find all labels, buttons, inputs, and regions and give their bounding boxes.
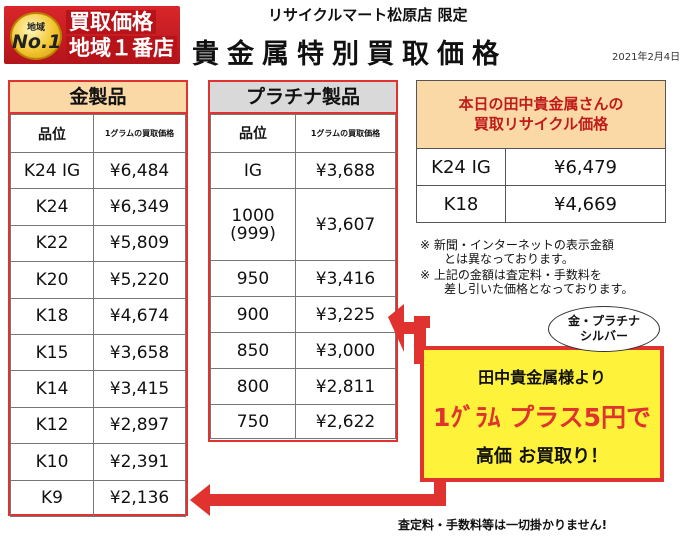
bubble-line-1: 金・プラチナ <box>567 314 640 328</box>
platinum-grade: 1000 (999) <box>210 188 296 261</box>
platinum-price: ¥3,000 <box>295 332 396 369</box>
callout-line-2: 1ｸﾞﾗﾑ プラス5円で <box>433 403 651 432</box>
badge-line-1: 買取価格 <box>66 10 156 34</box>
note-2: ※ 上記の金額は査定料・手数料を 差し引いた価格となっております。 <box>420 268 633 296</box>
gold-grade: K20 <box>10 261 94 299</box>
gold-row: K22 ¥5,809 <box>10 224 186 263</box>
ranking-badge: 地域 No.1 買取価格 地域１番店 <box>4 6 180 64</box>
arrow-to-k9-icon <box>208 482 446 506</box>
gold-price: ¥6,484 <box>93 151 186 190</box>
gold-grade: K18 <box>10 297 94 335</box>
tanaka-price-table: K24 IG ¥6,479 K18 ¥4,669 <box>416 148 666 224</box>
gold-grade: K15 <box>10 333 94 372</box>
platinum-grade: 800 <box>210 368 296 405</box>
platinum-row: 900 ¥3,225 <box>210 296 396 333</box>
platinum-grade: IG <box>210 152 296 189</box>
gold-row: K14 ¥3,415 <box>10 370 186 408</box>
gold-price: ¥5,809 <box>93 224 186 263</box>
gold-grade: K22 <box>10 224 94 263</box>
footer-note: 査定料・手数料等は一切掛かりません! <box>398 518 608 532</box>
gold-grade: K12 <box>10 406 94 445</box>
arrow-head-pt900-icon <box>388 304 404 352</box>
gold-heading: 金製品 <box>8 80 188 112</box>
platinum-price: ¥2,811 <box>295 368 396 405</box>
gold-col-grade: 品位 <box>10 114 94 153</box>
gold-row: K15 ¥3,658 <box>10 333 186 372</box>
badge-line-2: 地域１番店 <box>66 36 177 60</box>
gold-col-price: 1グラムの買取価格 <box>93 114 186 153</box>
platinum-grade: 900 <box>210 296 296 333</box>
tanaka-row: K24 IG ¥6,479 <box>416 148 666 186</box>
gold-price: ¥2,136 <box>93 479 186 517</box>
gold-price: ¥3,658 <box>93 333 186 372</box>
platinum-col-grade: 品位 <box>210 114 296 153</box>
platinum-row: 800 ¥2,811 <box>210 368 396 405</box>
platinum-price-table: 品位 1グラムの買取価格 IG ¥3,688 1000 (999) ¥3,607 950… <box>208 112 398 442</box>
callout-line-3: 高価 お買取り！ <box>475 446 609 467</box>
note-2-line-2: 差し引いた価格となっております。 <box>444 282 634 296</box>
tanaka-grade: K18 <box>416 185 506 223</box>
gold-row: K12 ¥2,897 <box>10 406 186 445</box>
tanaka-heading: 本日の田中貴金属さんの 買取リサイクル価格 <box>416 80 666 148</box>
gold-price: ¥3,415 <box>93 370 186 408</box>
arrow-head-k9-icon <box>190 484 210 516</box>
callout-line-1: 田中貴金属様より <box>478 368 606 387</box>
tanaka-price: ¥4,669 <box>505 185 666 223</box>
note-1: ※ 新聞・インターネットの表示金額 とは異なっております。 <box>420 238 614 266</box>
tanaka-heading-line-1: 本日の田中貴金属さんの <box>458 95 624 113</box>
gold-row: K20 ¥5,220 <box>10 261 186 299</box>
platinum-row: 1000 (999) ¥3,607 <box>210 188 396 261</box>
gold-row: K24 ¥6,349 <box>10 188 186 226</box>
bonus-callout: 田中貴金属様より 1ｸﾞﾗﾑ プラス5円で 高価 お買取り！ <box>420 346 664 482</box>
platinum-grade: 950 <box>210 260 296 297</box>
tanaka-heading-line-2: 買取リサイクル価格 <box>473 115 609 133</box>
page-title: 貴金属特別買取価格 <box>192 39 507 70</box>
platinum-price: ¥3,416 <box>295 260 396 297</box>
tanaka-row: K18 ¥4,669 <box>416 185 666 223</box>
metals-bubble: 金・プラチナ シルバー <box>548 306 660 352</box>
tanaka-grade: K24 IG <box>416 148 506 186</box>
note-2-line-1: ※ 上記の金額は査定料・手数料を <box>420 268 602 282</box>
gold-price-table: 品位 1グラムの買取価格 K24 IG ¥6,484 K24 ¥6,349 K22 ¥5,… <box>8 112 188 517</box>
gold-price: ¥6,349 <box>93 188 186 226</box>
date-label: 2021年2月4日 <box>612 52 681 63</box>
badge-no1: No.1 <box>12 31 62 53</box>
platinum-row: 950 ¥3,416 <box>210 260 396 297</box>
bubble-line-2: シルバー <box>579 329 628 343</box>
no1-medal-icon: 地域 No.1 <box>10 12 62 60</box>
platinum-price: ¥3,607 <box>295 188 396 261</box>
platinum-price: ¥3,688 <box>295 152 396 189</box>
gold-grade: K24 <box>10 188 94 226</box>
store-name: リサイクルマート松原店 限定 <box>268 6 468 24</box>
platinum-grade: 750 <box>210 404 296 439</box>
gold-grade: K14 <box>10 370 94 408</box>
badge-region: 地域 <box>26 23 45 33</box>
gold-price: ¥4,674 <box>93 297 186 335</box>
platinum-row: 750 ¥2,622 <box>210 404 396 439</box>
platinum-row: 850 ¥3,000 <box>210 332 396 369</box>
platinum-grade: 850 <box>210 332 296 369</box>
note-1-line-2: とは異なっております。 <box>444 252 574 266</box>
gold-price: ¥5,220 <box>93 261 186 299</box>
platinum-row: IG ¥3,688 <box>210 152 396 189</box>
platinum-price: ¥2,622 <box>295 404 396 439</box>
platinum-heading: プラチナ製品 <box>208 80 398 112</box>
gold-row: K18 ¥4,674 <box>10 297 186 335</box>
gold-price: ¥2,391 <box>93 443 186 481</box>
note-1-line-1: ※ 新聞・インターネットの表示金額 <box>420 238 614 252</box>
gold-row: K9 ¥2,136 <box>10 479 186 517</box>
